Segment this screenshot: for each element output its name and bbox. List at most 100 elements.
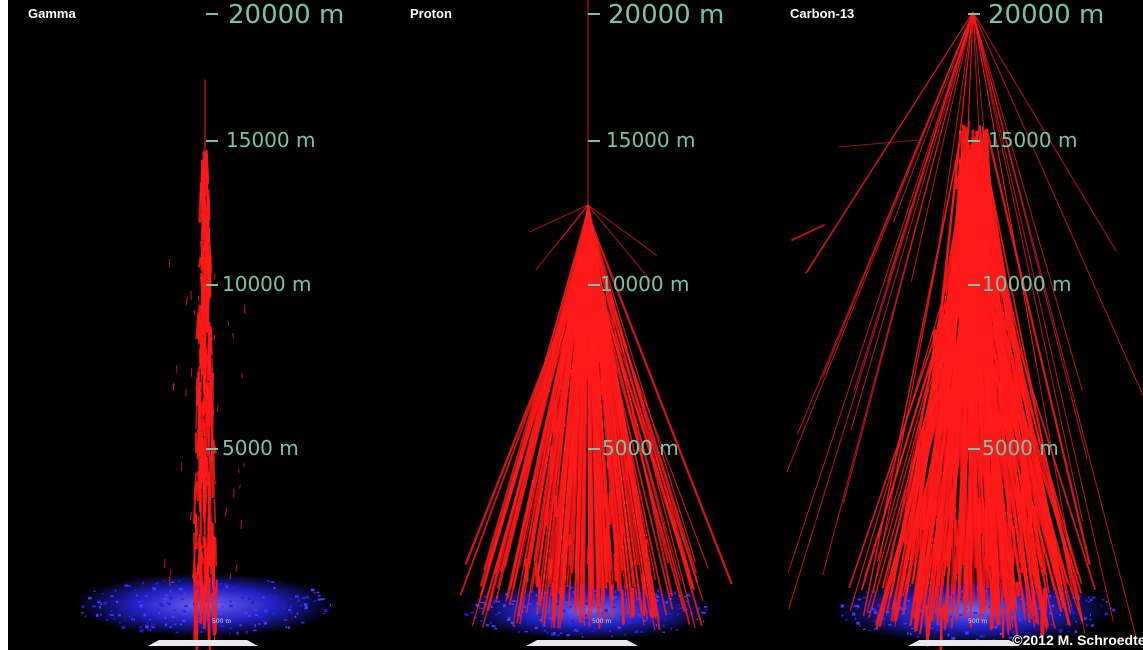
- cherenkov-speck: [218, 612, 222, 616]
- cherenkov-speck: [236, 631, 239, 635]
- cherenkov-speck: [480, 601, 485, 604]
- cherenkov-speck: [88, 597, 92, 600]
- cherenkov-speck: [676, 613, 680, 616]
- carbon13-core-track: [985, 385, 991, 424]
- cherenkov-speck: [636, 598, 641, 600]
- cherenkov-speck: [287, 609, 292, 612]
- cherenkov-speck: [871, 608, 875, 611]
- cherenkov-speck: [163, 580, 166, 582]
- gamma-track: [203, 313, 206, 335]
- gamma-fragment: [192, 575, 195, 583]
- carbon13-wide-track: [972, 11, 1117, 252]
- cherenkov-speck: [495, 613, 499, 616]
- cherenkov-speck: [670, 627, 672, 630]
- cherenkov-speck: [164, 616, 167, 619]
- carbon13-tick-10000-dash: [968, 284, 980, 286]
- cherenkov-speck: [168, 603, 171, 606]
- cherenkov-speck: [165, 594, 168, 596]
- cherenkov-speck: [562, 609, 566, 613]
- gamma-track: [197, 399, 203, 412]
- cherenkov-speck: [131, 610, 134, 613]
- proton-core-track: [607, 372, 612, 407]
- proton-ground-plate: [526, 640, 638, 646]
- cherenkov-speck: [703, 606, 708, 608]
- carbon13-core-track: [919, 558, 923, 601]
- proton-core-track: [625, 457, 630, 481]
- cherenkov-speck: [139, 629, 144, 633]
- cherenkov-speck: [113, 617, 116, 621]
- proton-core-track: [524, 558, 529, 583]
- cherenkov-speck: [251, 600, 255, 603]
- carbon13-tick-20000-dash: [968, 13, 980, 15]
- cherenkov-speck: [144, 595, 148, 597]
- cherenkov-speck: [159, 604, 164, 607]
- cherenkov-speck: [871, 591, 875, 593]
- cherenkov-speck: [1088, 596, 1090, 599]
- carbon13-core-track: [928, 404, 935, 426]
- carbon13-core-track: [963, 237, 967, 280]
- cherenkov-speck: [188, 587, 192, 591]
- carbon13-core-track: [970, 190, 976, 208]
- cherenkov-speck: [81, 605, 85, 609]
- proton-title: Proton: [410, 6, 452, 21]
- cherenkov-speck: [572, 590, 575, 594]
- cherenkov-speck: [1012, 630, 1015, 634]
- cherenkov-speck: [139, 626, 142, 629]
- cherenkov-speck: [541, 597, 544, 599]
- cherenkov-speck: [170, 625, 173, 627]
- cherenkov-speck: [1062, 611, 1065, 613]
- cherenkov-speck: [146, 621, 149, 625]
- cherenkov-speck: [1086, 624, 1089, 627]
- cherenkov-speck: [1015, 619, 1018, 621]
- cherenkov-speck: [538, 613, 542, 617]
- carbon13-core-track: [978, 443, 984, 477]
- cherenkov-speck: [859, 625, 861, 627]
- carbon13-core-track: [1022, 480, 1027, 528]
- cherenkov-speck: [627, 610, 631, 613]
- cherenkov-speck: [198, 617, 200, 621]
- carbon13-wide-track: [972, 11, 1083, 391]
- cherenkov-speck: [543, 600, 547, 603]
- cherenkov-speck: [856, 607, 859, 609]
- carbon13-ground-plate: [908, 640, 1020, 646]
- cherenkov-speck: [877, 604, 881, 608]
- proton-early-branch: [587, 204, 658, 256]
- cherenkov-speck: [874, 620, 876, 623]
- cherenkov-speck: [531, 629, 533, 632]
- carbon13-core-track: [974, 419, 978, 459]
- gamma-track: [200, 246, 205, 271]
- cherenkov-speck: [686, 593, 689, 596]
- gamma-track: [195, 579, 200, 605]
- cherenkov-speck: [594, 627, 597, 630]
- cherenkov-speck: [103, 601, 108, 605]
- cherenkov-speck: [1008, 636, 1013, 639]
- gamma-track: [201, 459, 206, 501]
- carbon13-wide-track: [786, 11, 974, 473]
- cherenkov-speck: [141, 616, 145, 618]
- cherenkov-speck: [1078, 595, 1082, 597]
- cherenkov-speck: [222, 600, 225, 602]
- carbon13-core-track: [1031, 591, 1036, 607]
- gamma-fragment: [229, 573, 232, 580]
- cherenkov-speck: [1087, 600, 1091, 603]
- gamma-fragment: [169, 569, 172, 576]
- proton-panel: Proton 20000 m 15000 m 10000 m 5000 m 50…: [388, 0, 768, 650]
- cherenkov-speck: [862, 596, 867, 599]
- gamma-tick-10000: 10000 m: [222, 272, 312, 296]
- cherenkov-speck: [184, 605, 189, 607]
- proton-early-branch: [587, 204, 652, 282]
- carbon13-core-track: [935, 517, 941, 562]
- cherenkov-speck: [296, 612, 299, 615]
- carbon13-panel: Carbon-13 20000 m 15000 m 10000 m 5000 m…: [768, 0, 1143, 650]
- gamma-track: [201, 358, 205, 376]
- cherenkov-speck: [108, 613, 111, 616]
- cherenkov-speck: [169, 590, 172, 593]
- carbon13-wide-track: [972, 11, 1088, 460]
- cherenkov-speck: [149, 597, 152, 601]
- proton-track: [495, 253, 583, 602]
- cherenkov-speck: [310, 588, 315, 592]
- cherenkov-speck: [967, 621, 970, 624]
- carbon13-wide-track: [972, 11, 1143, 397]
- carbon13-track: [860, 260, 963, 591]
- gamma-track: [201, 285, 204, 317]
